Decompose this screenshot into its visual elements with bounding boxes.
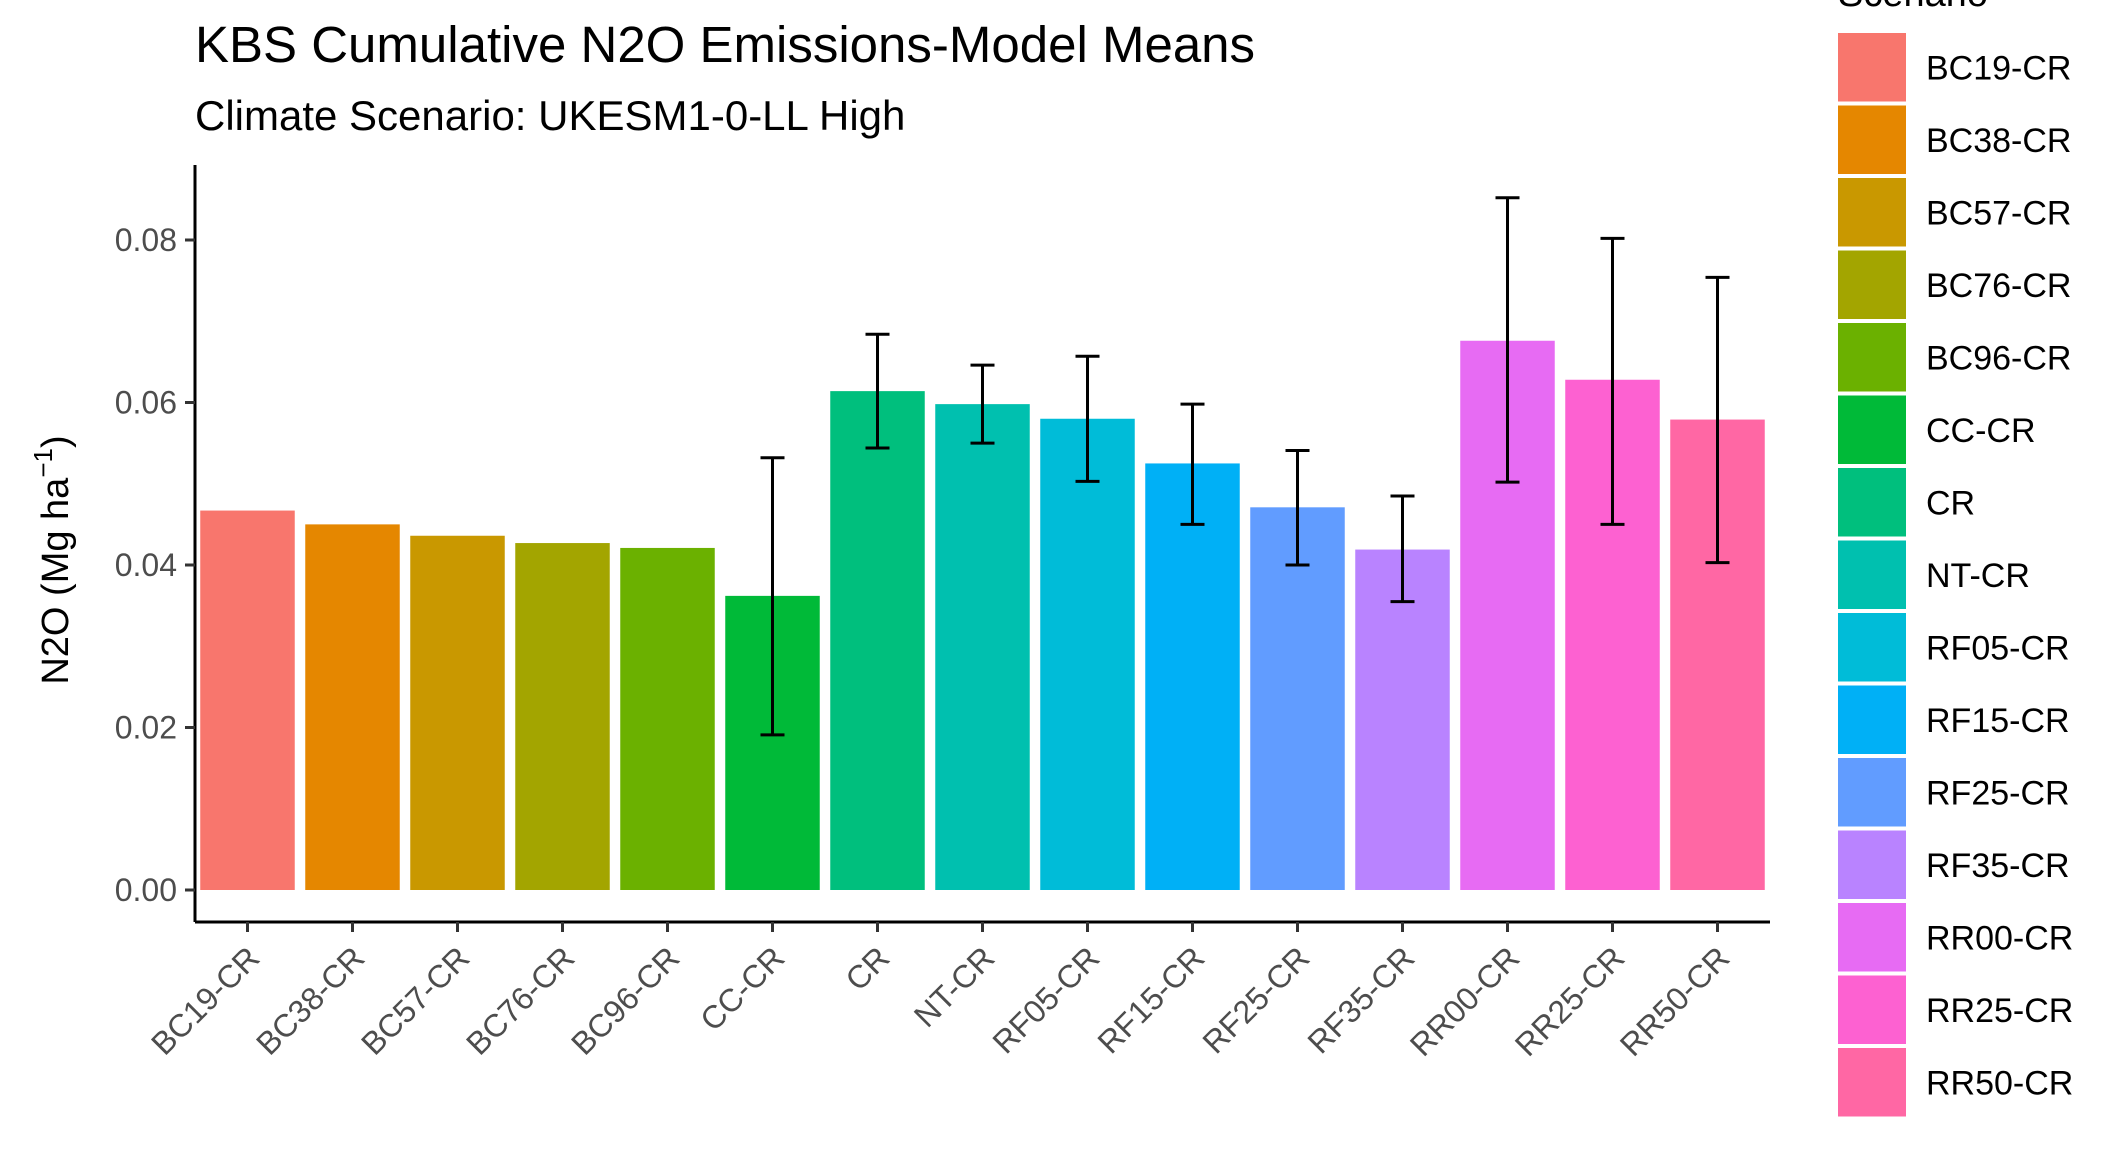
error-bar-rf25-cr [1285,448,1310,567]
error-bar-nt-cr [970,363,995,445]
error-bar-rf15-cr [1180,402,1205,526]
y-tick-label: 0.04 [115,547,177,583]
legend-swatch [1838,250,1906,319]
bar-rf35-cr [1355,549,1450,890]
legend-swatch [1838,758,1906,827]
y-tick-label: 0.00 [115,872,177,908]
legend-item-rf15-cr: RF15-CR [1838,685,2070,754]
legend-label: CC-CR [1926,412,2036,450]
y-axis-label: N2O (Mg ha−1) [28,435,77,684]
x-tick-label: BC57-CR [354,939,476,1061]
bar-cr [830,391,925,890]
legend-swatch [1838,830,1906,899]
legend-label: RR25-CR [1926,992,2073,1030]
legend-label: CR [1926,484,1975,522]
legend-item-bc19-cr: BC19-CR [1838,33,2071,102]
x-tick-label: CR [838,939,896,997]
x-tick-label: BC38-CR [249,939,371,1061]
x-tick-label: RF05-CR [985,939,1106,1060]
x-tick-label: BC19-CR [144,939,266,1061]
legend-swatch [1838,540,1906,609]
legend-item-bc76-cr: BC76-CR [1838,250,2071,319]
legend-label: BC38-CR [1926,122,2071,160]
legend-label: RF35-CR [1926,847,2070,885]
error-bar-rr25-cr [1600,236,1625,526]
legend-swatch [1838,903,1906,972]
error-bar-cc-cr [760,456,785,737]
y-axis-label-superscript: −1 [28,448,58,478]
x-tick-label: CC-CR [693,939,791,1037]
legend-item-rr50-cr: RR50-CR [1838,1048,2073,1117]
legend-swatch [1838,468,1906,537]
legend-swatch [1838,975,1906,1044]
chart-subtitle: Climate Scenario: UKESM1-0-LL High [195,92,905,139]
legend-label: BC96-CR [1926,339,2071,377]
x-tick-label: RR25-CR [1508,939,1632,1063]
legend-label: BC57-CR [1926,194,2071,232]
legend-label: RF25-CR [1926,774,2070,812]
x-tick-label: RF25-CR [1195,939,1316,1060]
y-axis-label-text: N2O (Mg ha [35,477,77,685]
x-tick-label: RF35-CR [1300,939,1421,1060]
bar-rf05-cr [1040,418,1135,890]
legend-item-rr25-cr: RR25-CR [1838,975,2073,1044]
legend-label: RF05-CR [1926,629,2070,667]
legend-item-bc96-cr: BC96-CR [1838,323,2071,392]
legend-label: RR00-CR [1926,919,2073,957]
legend-item-bc57-cr: BC57-CR [1838,178,2071,247]
x-tick-label: RR50-CR [1613,939,1737,1063]
plot-area: 0.00 0.02 0.04 0.06 0.08 BC19-CRBC38-CRBC57-C… [115,165,1770,1063]
legend-item-rf35-cr: RF35-CR [1838,830,2070,899]
error-bar-rr00-cr [1495,196,1520,484]
legend-swatch [1838,395,1906,464]
legend-swatch [1838,685,1906,754]
bar-bc57-cr [410,535,505,890]
error-bar-cr [865,332,890,450]
error-bar-rf35-cr [1390,494,1415,604]
legend-swatch [1838,178,1906,247]
y-tick-label: 0.02 [115,710,177,746]
legend-title: Scenario [1838,0,1988,15]
legend-swatch [1838,105,1906,174]
error-bar-rf05-cr [1075,354,1100,483]
bar-nt-cr [935,404,1030,890]
legend-label: NT-CR [1926,557,2030,595]
x-tick-label: BC76-CR [459,939,581,1061]
chart-title: KBS Cumulative N2O Emissions-Model Means [195,16,1255,73]
legend-swatch [1838,1048,1906,1117]
legend-label: BC76-CR [1926,267,2071,305]
legend-item-cr: CR [1838,468,1975,537]
legend-item-rf25-cr: RF25-CR [1838,758,2070,827]
legend-swatch [1838,613,1906,682]
x-tick-label: RR00-CR [1403,939,1527,1063]
legend-label: RR50-CR [1926,1064,2073,1102]
legend-item-rf05-cr: RF05-CR [1838,613,2070,682]
x-tick-label: BC96-CR [564,939,686,1061]
legend-swatch [1838,33,1906,102]
bar-bc76-cr [515,543,610,890]
legend-item-cc-cr: CC-CR [1838,395,2036,464]
legend-label: BC19-CR [1926,49,2071,87]
x-tick-label: NT-CR [907,939,1002,1034]
x-tick-label: RF15-CR [1090,939,1211,1060]
legend-swatch [1838,323,1906,392]
bar-bc96-cr [620,547,715,890]
error-bar-rr50-cr [1705,275,1730,565]
legend-item-bc38-cr: BC38-CR [1838,105,2071,174]
y-tick-label: 0.08 [115,222,177,258]
legend: Scenario BC19-CR BC38-CR BC57-CR BC76-CR BC9… [1838,0,2073,1117]
bar-rf25-cr [1250,507,1345,890]
bar-bc19-cr [200,510,295,890]
legend-item-nt-cr: NT-CR [1838,540,2030,609]
bar-bc38-cr [305,524,400,890]
y-tick-label: 0.06 [115,385,177,421]
legend-item-rr00-cr: RR00-CR [1838,903,2073,972]
bar-rf15-cr [1145,463,1240,890]
y-axis-label-close: ) [35,435,77,448]
legend-label: RF15-CR [1926,702,2070,740]
